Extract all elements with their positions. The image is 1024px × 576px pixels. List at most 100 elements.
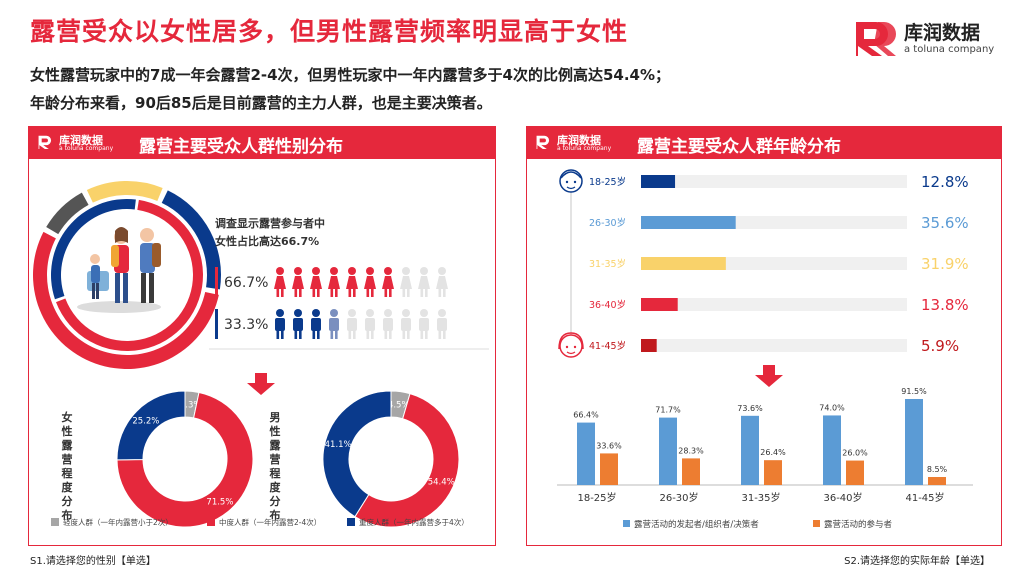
role-bar-value: 33.6% bbox=[596, 441, 622, 450]
role-legend-label: 露营活动的发起者/组织者/决策者 bbox=[634, 519, 759, 530]
role-bar bbox=[823, 415, 841, 485]
age-panel: 库润数据 a toluna company 露营主要受众人群年龄分布 18-25… bbox=[526, 126, 1002, 546]
gender-ring-outer-segment bbox=[46, 192, 89, 235]
brand-name: 库润数据 bbox=[904, 22, 981, 44]
panel-logo: 库润数据 a toluna company bbox=[37, 132, 117, 154]
donut-slice bbox=[354, 393, 460, 528]
female-person-icon bbox=[274, 267, 286, 297]
brand-logo-icon bbox=[856, 22, 896, 56]
role-legend-swatch bbox=[813, 520, 820, 527]
donut-label-char: 布 bbox=[270, 508, 281, 522]
gender-ring-male-segment bbox=[51, 199, 136, 300]
gender-ring-outer-segment bbox=[32, 231, 219, 369]
donut-slice-label: 4.5% bbox=[388, 401, 410, 411]
age-bar-value: 35.6% bbox=[921, 214, 969, 232]
role-bar bbox=[682, 458, 700, 485]
female-percent: 66.7% bbox=[224, 275, 268, 291]
role-bar-value: 74.0% bbox=[819, 403, 845, 412]
role-bar bbox=[846, 460, 864, 485]
male-person-icon bbox=[365, 309, 375, 339]
female-person-icon bbox=[382, 267, 394, 297]
role-bar-value: 26.4% bbox=[760, 448, 786, 457]
donut-legend: 轻度人群（一年内露营小于2次） 中度人群（一年内露营2-4次） 重度人群（一年内露营… bbox=[51, 517, 469, 527]
male-donut: 4.5% 54.4% 41.1% bbox=[322, 390, 460, 528]
age-distribution-bars: 18-25岁 12.8% 26-30岁 35.6% 31-35岁 31.9% 36-40岁 1… bbox=[589, 173, 969, 355]
age-bar-track bbox=[641, 339, 907, 352]
gender-note-line-1: 调查显示露营参与者中 bbox=[215, 216, 325, 230]
role-bar-value: 71.7% bbox=[655, 406, 681, 415]
female-person-icon bbox=[328, 267, 340, 297]
role-bar bbox=[905, 398, 923, 485]
male-person-icon bbox=[383, 309, 393, 339]
male-person-icon bbox=[401, 309, 411, 339]
donut-label-char: 男 bbox=[270, 411, 281, 424]
arrow-down-icon bbox=[755, 365, 783, 387]
donut-slice-label: 3.3% bbox=[180, 400, 202, 410]
male-person-icon bbox=[437, 309, 447, 339]
male-person-icon bbox=[329, 309, 339, 339]
female-person-icon bbox=[436, 267, 448, 297]
donut-label-char: 露 bbox=[270, 439, 282, 452]
donut-slice-label: 54.4% bbox=[428, 477, 455, 487]
legend-swatch bbox=[207, 518, 215, 526]
donut-label-char: 营 bbox=[62, 452, 73, 466]
gender-panel-title: 露营主要受众人群性别分布 bbox=[139, 137, 343, 157]
donut-label-char: 女 bbox=[62, 410, 73, 424]
female-person-icon bbox=[364, 267, 376, 297]
footnote-right: S2.请选择您的实际年龄【单选】 bbox=[844, 556, 990, 567]
donut-slice bbox=[116, 390, 186, 461]
age-panel-title: 露营主要受众人群年龄分布 bbox=[637, 137, 841, 157]
age-bar-value: 13.8% bbox=[921, 296, 969, 314]
role-bar-category: 18-25岁 bbox=[577, 491, 616, 504]
donut-slice bbox=[322, 390, 392, 518]
female-person-icon bbox=[400, 267, 412, 297]
female-bar-marker bbox=[215, 267, 218, 297]
age-bar-category: 31-35岁 bbox=[589, 258, 626, 270]
donut-label-char: 程 bbox=[270, 466, 281, 480]
donut-label-char: 程 bbox=[62, 466, 73, 480]
male-percent: 33.3% bbox=[224, 317, 268, 333]
age-bar-track bbox=[641, 175, 907, 188]
age-bar-value: 12.8% bbox=[921, 173, 969, 191]
role-legend-label: 露营活动的参与者 bbox=[824, 519, 893, 530]
panel-logo-icon bbox=[536, 135, 550, 150]
donut-label-char: 分 bbox=[270, 494, 281, 508]
donut-label-char: 营 bbox=[270, 452, 281, 466]
donut-label-char: 度 bbox=[270, 480, 282, 494]
male-person-icon bbox=[347, 309, 357, 339]
role-bar bbox=[764, 460, 782, 485]
donut-label-char: 露 bbox=[62, 439, 74, 452]
donut-slice-label: 41.1% bbox=[325, 440, 352, 450]
age-bar-value: 31.9% bbox=[921, 255, 969, 273]
donut-label-char: 布 bbox=[62, 508, 73, 522]
role-bar-category: 31-35岁 bbox=[741, 491, 780, 504]
age-bar-track bbox=[641, 298, 907, 311]
age-bar bbox=[641, 257, 726, 270]
gender-panel: 库润数据 a toluna company 露营主要受众人群性别分布 调查显示露… bbox=[28, 126, 496, 546]
girl-face-icon bbox=[558, 332, 584, 358]
role-bar-category: 26-30岁 bbox=[659, 491, 698, 504]
legend-label: 中度人群（一年内露营2-4次） bbox=[219, 517, 321, 527]
age-bar-value: 5.9% bbox=[921, 337, 959, 355]
age-panel-header: 库润数据 a toluna company 露营主要受众人群年龄分布 bbox=[527, 127, 1001, 159]
gender-ring-outer-segment bbox=[86, 181, 163, 203]
role-bar-value: 28.3% bbox=[678, 446, 704, 455]
role-bar-category: 41-45岁 bbox=[905, 491, 944, 504]
brand-logo: 库润数据 a toluna company bbox=[852, 18, 1002, 62]
arrow-down-icon bbox=[247, 373, 275, 395]
age-bar bbox=[641, 175, 676, 188]
gender-charts: 调查显示露营参与者中 女性占比高达66.7% 66.7% 33.3% 女性露营程… bbox=[32, 181, 489, 528]
legend-swatch bbox=[51, 518, 59, 526]
legend-swatch bbox=[347, 518, 355, 526]
age-bar bbox=[641, 298, 678, 311]
boy-face-icon bbox=[559, 169, 583, 193]
age-bar-category: 18-25岁 bbox=[589, 176, 626, 188]
age-bar-category: 26-30岁 bbox=[589, 217, 626, 229]
role-bar-value: 66.4% bbox=[573, 411, 599, 420]
role-bar-category: 36-40岁 bbox=[823, 491, 862, 504]
panel-logo-tagline: a toluna company bbox=[557, 145, 612, 152]
footnote-left: S1.请选择您的性别【单选】 bbox=[30, 556, 156, 567]
age-charts: 18-25岁 12.8% 26-30岁 35.6% 31-35岁 31.9% 36-40岁 1… bbox=[557, 169, 973, 530]
donut-slice bbox=[116, 391, 254, 528]
